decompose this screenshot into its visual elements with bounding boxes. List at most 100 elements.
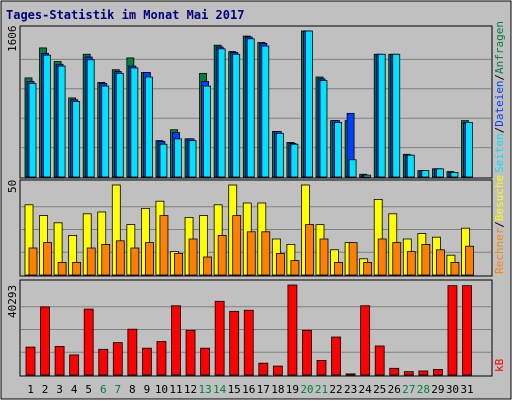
bar-kb-day-17 (258, 362, 269, 376)
bar-rechner-day-29 (435, 249, 445, 276)
bar-rechner-day-3 (57, 261, 67, 276)
bar-rechner-day-9 (144, 242, 154, 276)
bar-rechner-day-15 (232, 215, 242, 276)
day-label-13: 13 (198, 383, 211, 396)
bar-seiten-day-15 (232, 53, 241, 178)
bar-seiten-day-8 (130, 67, 139, 178)
bar-rechner-day-25 (377, 238, 387, 276)
bar-kb-day-18 (272, 365, 283, 376)
bar-kb-day-30 (447, 285, 458, 376)
bar-kb-day-29 (432, 369, 443, 376)
bar-kb-day-10 (156, 341, 167, 376)
bar-kb-day-16 (243, 309, 254, 376)
bar-seiten-day-23 (348, 159, 357, 178)
legend-separator: / (493, 127, 506, 134)
bar-seiten-day-14 (217, 48, 226, 178)
bar-seiten-day-4 (72, 101, 81, 178)
bar-rechner-day-7 (115, 240, 125, 276)
legend-separator: / (493, 74, 506, 81)
y-max-label-kbytes: 40293 (6, 285, 19, 318)
bar-kb-day-9 (141, 347, 152, 376)
bar-seiten-day-22 (334, 122, 342, 178)
legend-rechner: Rechner (493, 227, 506, 274)
bar-kb-day-3 (54, 346, 65, 376)
bar-rechner-day-2 (43, 242, 52, 276)
day-label-7: 7 (114, 383, 121, 396)
bar-rechner-day-13 (203, 256, 213, 276)
day-label-21: 21 (315, 383, 328, 396)
bar-seiten-day-5 (86, 59, 95, 178)
day-label-6: 6 (100, 383, 107, 396)
legend-dateien: Dateien (493, 80, 506, 126)
bar-rechner-day-22 (334, 261, 343, 276)
bar-kb-day-20 (302, 329, 312, 376)
bar-rechner-day-21 (319, 238, 329, 276)
bar-kb-day-25 (374, 345, 385, 376)
bar-seiten-day-31 (465, 122, 473, 178)
day-label-2: 2 (42, 383, 49, 396)
bar-seiten-day-18 (275, 132, 284, 178)
day-label-25: 25 (373, 383, 386, 396)
bar-seiten-day-26 (392, 53, 401, 178)
bar-kb-day-13 (200, 347, 211, 376)
bar-rechner-day-17 (261, 231, 271, 276)
day-label-31: 31 (460, 383, 473, 396)
bar-seiten-day-16 (246, 38, 255, 178)
bar-seiten-day-19 (290, 143, 299, 178)
bar-rechner-day-18 (275, 252, 285, 276)
chart-title: Tages-Statistik im Monat Mai 2017 (6, 8, 244, 22)
legend-seiten: Seiten (493, 133, 506, 173)
visits-sites-panel: 50 Rechner/Besuche (6, 175, 506, 277)
bar-kb-day-5 (83, 308, 94, 376)
bar-kb-day-31 (462, 285, 472, 376)
bar-seiten-day-11 (174, 138, 182, 178)
legend-kbytes: kB (493, 358, 506, 372)
bar-rechner-day-1 (28, 247, 38, 276)
bar-seiten-day-17 (261, 45, 270, 178)
legend-kb: kB (493, 358, 506, 372)
bar-kb-day-26 (389, 367, 400, 376)
bar-rechner-day-11 (174, 252, 183, 276)
bar-rechner-day-6 (101, 243, 111, 276)
day-label-12: 12 (184, 383, 197, 396)
bar-kb-day-19 (287, 284, 298, 376)
bar-rechner-day-27 (406, 251, 416, 276)
bar-rechner-day-23 (348, 242, 358, 276)
bar-seiten-day-3 (57, 65, 66, 178)
bar-rechner-day-19 (290, 260, 300, 276)
bar-rechner-day-12 (188, 238, 198, 276)
bar-rechner-day-4 (72, 261, 82, 276)
bar-kb-day-1 (25, 346, 36, 376)
bar-seiten-day-9 (144, 76, 153, 178)
bar-seiten-day-21 (319, 80, 328, 178)
legend-separator: / (493, 221, 506, 228)
bar-rechner-day-31 (465, 245, 474, 276)
bar-kb-day-27 (403, 371, 414, 376)
bar-kb-day-6 (98, 348, 109, 376)
day-label-20: 20 (300, 383, 313, 396)
day-label-11: 11 (169, 383, 182, 396)
bar-seiten-day-2 (43, 54, 51, 178)
bar-rechner-day-5 (86, 247, 96, 276)
bar-rechner-day-26 (392, 242, 402, 276)
day-label-5: 5 (85, 383, 92, 396)
bar-kb-day-7 (112, 342, 123, 376)
day-label-24: 24 (359, 383, 373, 396)
bar-seiten-day-25 (377, 53, 386, 178)
day-label-3: 3 (56, 383, 63, 396)
bar-seiten-day-28 (421, 170, 430, 178)
bar-seiten-day-7 (115, 72, 124, 178)
day-label-29: 29 (431, 383, 444, 396)
bar-rechner-day-24 (363, 261, 373, 276)
hits-files-pages-panel: 1606 Seiten/Dateien/Anfragen (6, 21, 506, 179)
day-label-27: 27 (402, 383, 415, 396)
day-label-9: 9 (144, 383, 151, 396)
day-label-30: 30 (446, 383, 459, 396)
bar-seiten-day-29 (435, 168, 444, 178)
bar-kb-day-4 (69, 354, 80, 376)
bar-kb-day-11 (171, 305, 181, 376)
legend-anfragen: Anfragen (493, 21, 506, 74)
bar-seiten-day-27 (406, 154, 415, 178)
legend-besuche: Besuche (493, 175, 506, 221)
bar-kb-day-2 (40, 306, 50, 376)
